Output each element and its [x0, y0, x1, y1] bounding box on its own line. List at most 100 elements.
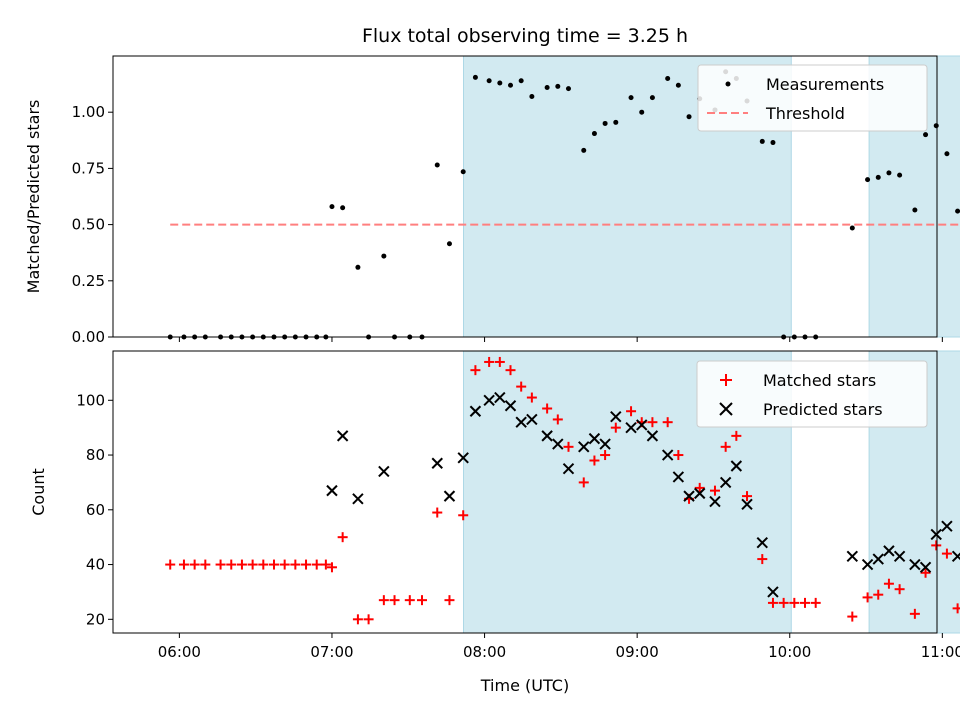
legend-label-predicted-stars: Predicted stars: [763, 400, 883, 419]
legend-frame: [697, 64, 928, 132]
predicted-stars-point: [636, 419, 648, 431]
matched-stars-point: [673, 450, 684, 461]
measurement-point: [770, 140, 776, 146]
measurement-point: [759, 138, 765, 144]
matched-stars-point: [290, 559, 301, 570]
top-panel: 0.00 0.25 0.50 0.75 1.00 Matched/Predicted s…: [24, 55, 960, 346]
legend-label-matched-stars: Matched stars: [763, 371, 876, 390]
matched-stars-point: [236, 559, 247, 570]
x-tick-label: 11:00: [921, 643, 960, 661]
y-tick-label: 60: [86, 501, 105, 519]
legend-label-threshold: Threshold: [765, 104, 845, 123]
bottom-panel-frame: [112, 350, 938, 634]
measurement-point: [639, 109, 645, 115]
matched-stars-point: [578, 477, 589, 488]
matched-stars-point: [563, 441, 574, 452]
predicted-stars-point: [483, 394, 495, 406]
measurement-point: [555, 83, 561, 89]
matched-stars-point: [516, 381, 527, 392]
measurement-point: [581, 147, 587, 153]
measurement-point: [628, 95, 634, 101]
predicted-stars-point: [457, 452, 469, 464]
measurement-point: [446, 241, 452, 247]
predicted-stars-point: [552, 438, 564, 450]
top-panel-ylabel: Matched/Predicted stars: [24, 100, 43, 294]
predicted-stars-point: [951, 550, 960, 563]
matched-stars-point: [178, 559, 189, 570]
measurement-point: [933, 123, 939, 129]
predicted-stars-point: [767, 586, 779, 598]
matched-stars-point: [226, 559, 237, 570]
matched-stars-point: [311, 559, 322, 570]
matched-stars-point: [894, 584, 905, 595]
predicted-stars-point: [719, 476, 732, 489]
predicted-stars-point: [872, 553, 884, 565]
measurement-point: [675, 82, 681, 88]
measurement-point: [472, 74, 478, 80]
x-tick-label: 10:00: [768, 643, 811, 661]
y-tick-label: 100: [76, 391, 105, 409]
measurement-point: [649, 95, 655, 101]
predicted-stars-point: [562, 463, 575, 475]
matched-stars-point: [883, 578, 894, 589]
measurement-point: [565, 86, 571, 92]
predicted-stars-point: [672, 471, 685, 483]
matched-stars-point: [600, 450, 611, 461]
matched-stars-point: [389, 595, 400, 606]
matched-stars-point: [626, 406, 637, 417]
matched-stars-point: [909, 608, 920, 619]
measurement-point: [529, 93, 535, 99]
matched-stars-point: [320, 559, 331, 570]
matched-stars-point: [215, 559, 226, 570]
measurement-point: [460, 169, 466, 175]
measurement-point: [434, 162, 440, 168]
measurement-point: [897, 172, 903, 178]
matched-stars-point: [847, 611, 858, 622]
matched-stars-point: [731, 430, 742, 441]
measurement-point: [686, 114, 692, 120]
matched-stars-point: [694, 482, 705, 493]
y-tick-label: 1.00: [72, 103, 105, 121]
measurement-point: [849, 225, 855, 231]
matched-stars-point: [589, 455, 600, 466]
measurement-point: [886, 170, 892, 176]
measurement-point: [329, 204, 335, 210]
matched-stars-point: [757, 554, 768, 565]
y-tick-label: 20: [86, 610, 105, 628]
predicted-stars-point: [883, 545, 895, 557]
predicted-stars-point: [431, 457, 443, 469]
measurement-point: [340, 205, 346, 211]
y-tick-label: 0.25: [72, 272, 105, 290]
predicted-stars-point: [504, 400, 517, 412]
measurement-point: [355, 264, 361, 270]
matched-stars-point: [268, 559, 279, 570]
top-panel-legend: Measurements Threshold: [697, 64, 928, 132]
matched-stars-point: [941, 548, 952, 559]
predicted-stars-point: [919, 561, 932, 573]
predicted-stars-point: [756, 536, 768, 549]
predicted-stars-point: [893, 550, 906, 563]
matched-stars-point: [189, 559, 200, 570]
matched-stars-point: [552, 414, 563, 425]
legend-label-measurements: Measurements: [766, 75, 884, 94]
predicted-stars-point: [646, 430, 659, 442]
measurement-point: [508, 82, 514, 88]
predicted-stars-point: [336, 430, 349, 442]
predicted-stars-point: [588, 432, 601, 445]
top-panel-frame: [112, 55, 938, 338]
matched-stars-point: [610, 422, 621, 433]
bottom-panel: 20 40 60 80 100 06:00 07:00 08:00 09:00 10:00 11:…: [29, 350, 960, 695]
matched-stars-point: [920, 567, 931, 578]
matched-stars-point: [404, 595, 415, 606]
predicted-stars-point: [352, 493, 364, 505]
predicted-stars-point: [846, 550, 859, 563]
y-tick-label: 0.00: [72, 328, 105, 346]
bottom-panel-ylabel: Count: [29, 468, 48, 516]
matched-stars-point: [378, 595, 389, 606]
matched-stars-point: [505, 365, 516, 376]
measurement-point: [381, 253, 387, 259]
matched-stars-point: [470, 365, 481, 376]
matched-stars-point: [542, 403, 553, 414]
predicted-stars-point: [443, 490, 456, 502]
